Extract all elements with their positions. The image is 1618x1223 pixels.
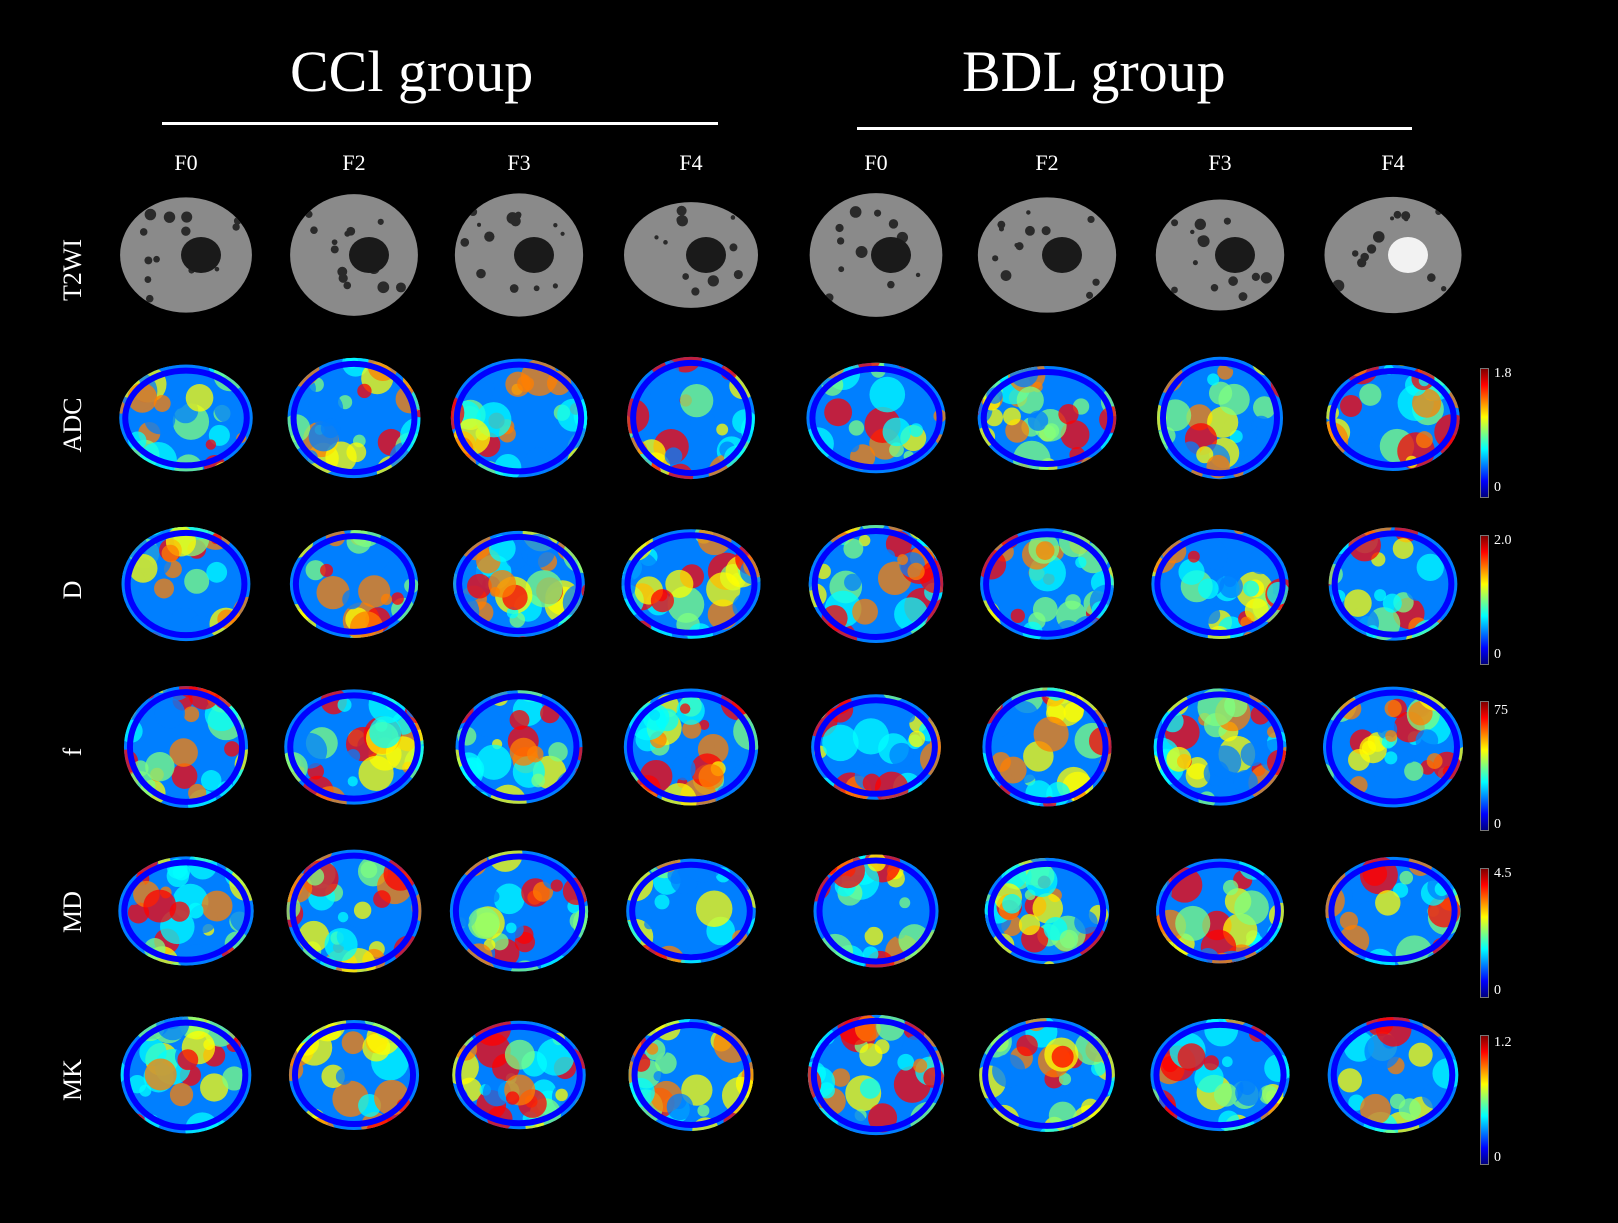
- mri-slice-adc-bdl-f3: [1145, 353, 1295, 483]
- md-scale-max: 4.5: [1494, 866, 1512, 881]
- mri-slice-f-ccl-f2: [279, 682, 429, 812]
- mri-slice-d-ccl-f4: [616, 519, 766, 649]
- mri-slice-t2wi-bdl-f3: [1145, 190, 1295, 320]
- mri-slice-f-bdl-f2: [972, 682, 1122, 812]
- mri-slice-md-ccl-f4: [616, 846, 766, 976]
- mk-colorbar: [1480, 1035, 1489, 1165]
- mri-slice-d-ccl-f0: [111, 519, 261, 649]
- mri-slice-f-ccl-f4: [616, 682, 766, 812]
- mri-slice-adc-bdl-f2: [972, 353, 1122, 483]
- mri-slice-d-ccl-f2: [279, 519, 429, 649]
- col-label-bdl-f2: F2: [1035, 150, 1059, 175]
- mri-slice-d-bdl-f2: [972, 519, 1122, 649]
- mri-slice-t2wi-bdl-f0: [801, 190, 951, 320]
- mri-slice-t2wi-bdl-f2: [972, 190, 1122, 320]
- row-label-md-text: MD: [58, 891, 87, 933]
- mk-scale-max: 1.2: [1494, 1035, 1512, 1050]
- mri-slice-adc-ccl-f3: [444, 353, 594, 483]
- mri-slice-md-bdl-f0: [801, 846, 951, 976]
- mri-slice-mk-bdl-f2: [972, 1010, 1122, 1140]
- mri-slice-mk-bdl-f4: [1318, 1010, 1468, 1140]
- mri-slice-mk-ccl-f3: [444, 1010, 594, 1140]
- mri-slice-adc-bdl-f4: [1318, 353, 1468, 483]
- mri-slice-t2wi-ccl-f2: [279, 190, 429, 320]
- mk-scale-min: 0: [1494, 1150, 1501, 1165]
- col-label-bdl-f3: F3: [1208, 150, 1232, 175]
- mri-slice-md-ccl-f3: [444, 846, 594, 976]
- mri-slice-t2wi-bdl-f4: [1318, 190, 1468, 320]
- bdl-group-title: BDL group: [962, 39, 1226, 104]
- mri-slice-f-bdl-f0: [801, 682, 951, 812]
- mri-slice-f-bdl-f3: [1145, 682, 1295, 812]
- mri-slice-adc-ccl-f0: [111, 353, 261, 483]
- mri-slice-md-ccl-f0: [111, 846, 261, 976]
- md-scale-min: 0: [1494, 983, 1501, 998]
- f-scale-max: 75: [1494, 703, 1508, 718]
- d-scale-min: 0: [1494, 647, 1501, 662]
- row-label-adc-text: ADC: [58, 397, 87, 453]
- adc-scale-min: 0: [1494, 480, 1501, 495]
- row-label-f-text: f: [58, 747, 87, 757]
- d-scale-max: 2.0: [1494, 533, 1512, 548]
- ccl-group-title: CCl group: [290, 39, 534, 104]
- col-label-ccl-f4: F4: [679, 150, 703, 175]
- col-label-ccl-f3: F3: [507, 150, 531, 175]
- row-label-mk-text: MK: [58, 1059, 87, 1101]
- mri-slice-d-bdl-f0: [801, 519, 951, 649]
- mri-slice-mk-ccl-f4: [616, 1010, 766, 1140]
- f-scale-min: 0: [1494, 817, 1501, 832]
- mri-slice-mk-bdl-f0: [801, 1010, 951, 1140]
- mri-slice-md-bdl-f3: [1145, 846, 1295, 976]
- mri-slice-md-ccl-f2: [279, 846, 429, 976]
- mri-slice-f-ccl-f0: [111, 682, 261, 812]
- ccl-group-underline: [162, 122, 718, 125]
- mri-slice-mk-bdl-f3: [1145, 1010, 1295, 1140]
- mri-slice-mk-ccl-f0: [111, 1010, 261, 1140]
- d-colorbar: [1480, 535, 1489, 665]
- mri-slice-md-bdl-f2: [972, 846, 1122, 976]
- row-label-d-text: D: [58, 580, 87, 600]
- mri-slice-d-bdl-f4: [1318, 519, 1468, 649]
- adc-scale-max: 1.8: [1494, 366, 1512, 381]
- mri-slice-adc-ccl-f2: [279, 353, 429, 483]
- mri-slice-f-bdl-f4: [1318, 682, 1468, 812]
- mri-slice-f-ccl-f3: [444, 682, 594, 812]
- col-label-bdl-f0: F0: [864, 150, 888, 175]
- mri-slice-t2wi-ccl-f3: [444, 190, 594, 320]
- mri-slice-md-bdl-f4: [1318, 846, 1468, 976]
- bdl-group-underline: [857, 127, 1412, 130]
- col-label-bdl-f4: F4: [1381, 150, 1405, 175]
- mri-slice-t2wi-ccl-f4: [616, 190, 766, 320]
- mri-slice-adc-ccl-f4: [616, 353, 766, 483]
- md-colorbar: [1480, 868, 1489, 998]
- col-label-ccl-f2: F2: [342, 150, 366, 175]
- f-colorbar: [1480, 701, 1489, 831]
- adc-colorbar: [1480, 368, 1489, 498]
- mri-slice-mk-ccl-f2: [279, 1010, 429, 1140]
- mri-slice-d-bdl-f3: [1145, 519, 1295, 649]
- mri-slice-t2wi-ccl-f0: [111, 190, 261, 320]
- mri-slice-d-ccl-f3: [444, 519, 594, 649]
- col-label-ccl-f0: F0: [174, 150, 198, 175]
- mri-slice-adc-bdl-f0: [801, 353, 951, 483]
- row-label-t2wi-text: T2WI: [58, 238, 87, 302]
